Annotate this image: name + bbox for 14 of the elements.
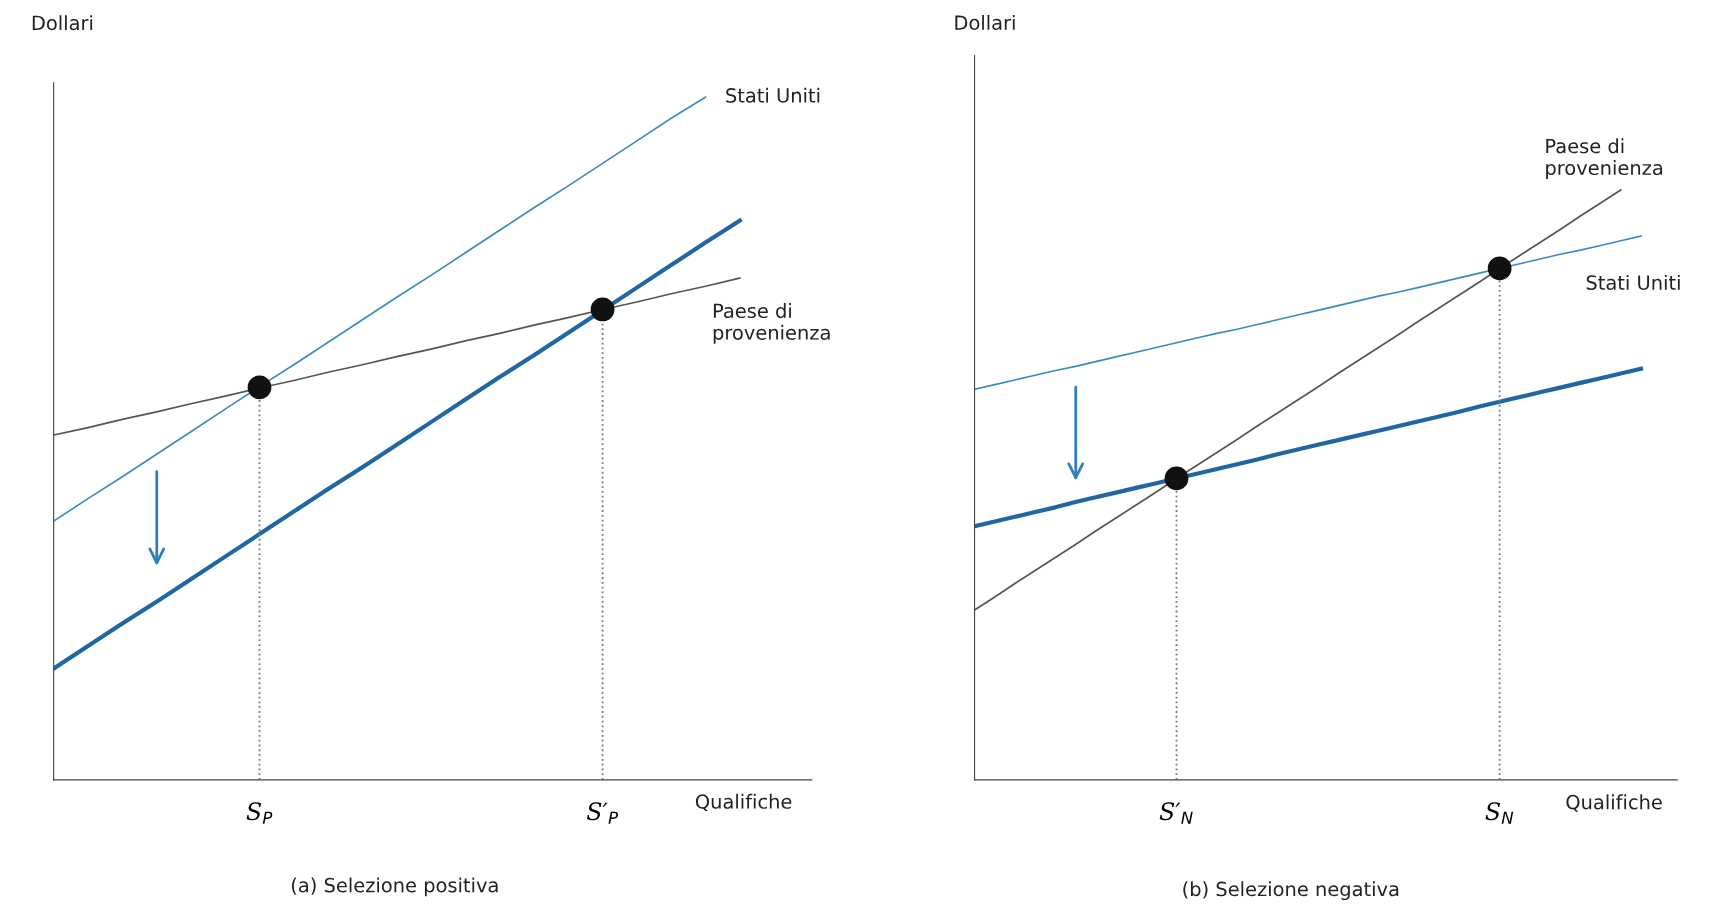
x-tick-label: S$_{N}$ xyxy=(1485,802,1514,824)
y-axis-title: Dollari xyxy=(955,14,1015,31)
x-axis-title: Qualifiche xyxy=(695,793,792,812)
series-label: Paese di provenienza xyxy=(713,303,830,344)
series-label: Paese di provenienza xyxy=(1546,138,1663,179)
series-label: Stati Uniti xyxy=(726,87,820,103)
text: (a) Selezione positiva xyxy=(291,877,498,897)
x-tick-label: S′$_{N}$ xyxy=(1159,802,1193,824)
x-axis-title: Qualifiche xyxy=(1566,794,1662,812)
y-axis-title: Dollari xyxy=(32,15,93,31)
series-label: Stati Uniti xyxy=(1586,274,1680,290)
x-tick-label: S$_{P}$ xyxy=(246,802,273,824)
text: (b) Selezione negativa xyxy=(1183,881,1399,901)
x-tick-label: S′$_{P}$ xyxy=(586,802,618,824)
